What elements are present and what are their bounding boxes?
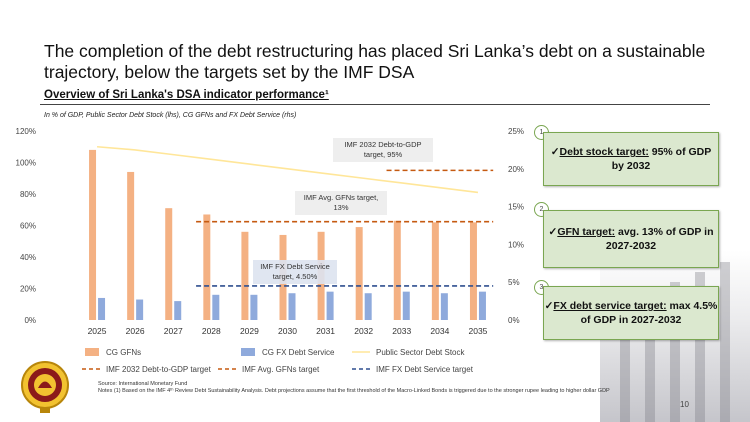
- annotation-box: [333, 138, 433, 162]
- y-tick-left: 60%: [20, 222, 36, 231]
- annotation-box: [253, 260, 337, 284]
- bar-cg-gfns: [127, 171, 135, 320]
- bar-cg-gfns: [241, 231, 249, 320]
- x-tick-label: 2033: [392, 326, 411, 336]
- annotation-label: IMF FX Debt Service: [260, 262, 330, 271]
- y-tick-right: 0%: [508, 316, 520, 325]
- bar-cg-fx-debt-service: [478, 291, 486, 320]
- y-tick-right: 25%: [508, 127, 524, 136]
- legend-label: Public Sector Debt Stock: [376, 348, 465, 357]
- target-text: avg. 13% of GDP in 2027-2032: [605, 226, 714, 252]
- bar-cg-fx-debt-service: [440, 293, 448, 320]
- target-box-fx-debt-service: ✓FX debt service target: max 4.5% of GDP…: [543, 286, 719, 340]
- x-tick-label: 2029: [240, 326, 259, 336]
- bar-cg-gfns: [355, 227, 363, 320]
- bar-cg-fx-debt-service: [288, 293, 296, 320]
- sri-lanka-emblem-icon: [21, 361, 69, 413]
- target-text: max 4.5% of GDP in 2027-2032: [580, 300, 718, 326]
- target-box-gfn: ✓GFN target: avg. 13% of GDP in 2027-203…: [543, 210, 719, 268]
- bar-cg-gfns: [89, 149, 97, 320]
- bar-cg-gfns: [203, 214, 211, 320]
- annotation-box: [295, 191, 387, 215]
- bar-cg-gfns: [165, 208, 173, 320]
- legend-swatch: [241, 348, 255, 356]
- divider: [40, 104, 710, 105]
- y-tick-left: 80%: [20, 190, 36, 199]
- y-tick-left: 120%: [16, 127, 36, 136]
- target-label: Debt stock target:: [559, 146, 649, 158]
- legend-label: IMF FX Debt Service target: [376, 365, 474, 374]
- footer-notes: Source: International Monetary Fund Note…: [98, 381, 618, 395]
- x-tick-label: 2034: [430, 326, 449, 336]
- annotation-label: IMF 2032 Debt-to-GDP: [344, 140, 421, 149]
- source-note: Source: International Monetary Fund: [98, 381, 188, 387]
- legend-label: IMF 2032 Debt-to-GDP target: [106, 365, 212, 374]
- bar-cg-gfns: [393, 220, 401, 320]
- y-tick-right: 5%: [508, 278, 520, 287]
- bar-cg-fx-debt-service: [326, 291, 334, 320]
- legend-label: IMF Avg. GFNs target: [242, 365, 320, 374]
- target-label: FX debt service target:: [553, 300, 667, 312]
- bar-cg-gfns: [469, 222, 477, 320]
- notes-text: Notes (1) Based on the IMF 4ᵗʰ Review De…: [98, 388, 610, 394]
- y-tick-left: 100%: [16, 159, 36, 168]
- x-tick-label: 2035: [468, 326, 487, 336]
- page-number: 10: [680, 400, 689, 409]
- annotation-label: 13%: [333, 203, 348, 212]
- x-tick-label: 2026: [126, 326, 145, 336]
- chart-unit-note: In % of GDP, Public Sector Debt Stock (l…: [44, 112, 297, 119]
- bar-cg-fx-debt-service: [212, 294, 220, 320]
- legend-swatch: [85, 348, 99, 356]
- target-label: GFN target:: [557, 226, 616, 238]
- x-tick-label: 2032: [354, 326, 373, 336]
- x-tick-label: 2028: [202, 326, 221, 336]
- chart-subtitle: Overview of Sri Lanka's DSA indicator pe…: [44, 89, 329, 101]
- bar-cg-fx-debt-service: [136, 299, 144, 320]
- legend-label: CG FX Debt Service: [262, 348, 335, 357]
- bar-cg-gfns: [431, 222, 439, 320]
- y-tick-right: 20%: [508, 165, 524, 174]
- target-box-debt-stock: ✓Debt stock target: 95% of GDP by 2032: [543, 132, 719, 186]
- annotation-label: IMF Avg. GFNs target,: [304, 193, 378, 202]
- y-tick-right: 10%: [508, 240, 524, 249]
- x-tick-label: 2027: [164, 326, 183, 336]
- annotation-label: target, 95%: [364, 150, 403, 159]
- bar-cg-fx-debt-service: [402, 291, 410, 320]
- legend-label: CG GFNs: [106, 348, 141, 357]
- y-tick-left: 0%: [24, 316, 36, 325]
- x-tick-label: 2030: [278, 326, 297, 336]
- y-tick-right: 15%: [508, 203, 524, 212]
- page-title: The completion of the debt restructuring…: [44, 41, 706, 82]
- bar-cg-fx-debt-service: [364, 293, 372, 320]
- x-tick-label: 2025: [88, 326, 107, 336]
- annotation-label: target, 4.50%: [273, 272, 318, 281]
- line-public-sector-debt-stock: [96, 145, 479, 194]
- bar-cg-fx-debt-service: [98, 297, 106, 320]
- bar-cg-fx-debt-service: [250, 294, 258, 320]
- x-tick-label: 2031: [316, 326, 335, 336]
- y-tick-left: 40%: [20, 253, 36, 262]
- y-tick-left: 20%: [20, 285, 36, 294]
- target-text: 95% of GDP by 2032: [611, 146, 712, 172]
- bar-cg-fx-debt-service: [174, 301, 182, 320]
